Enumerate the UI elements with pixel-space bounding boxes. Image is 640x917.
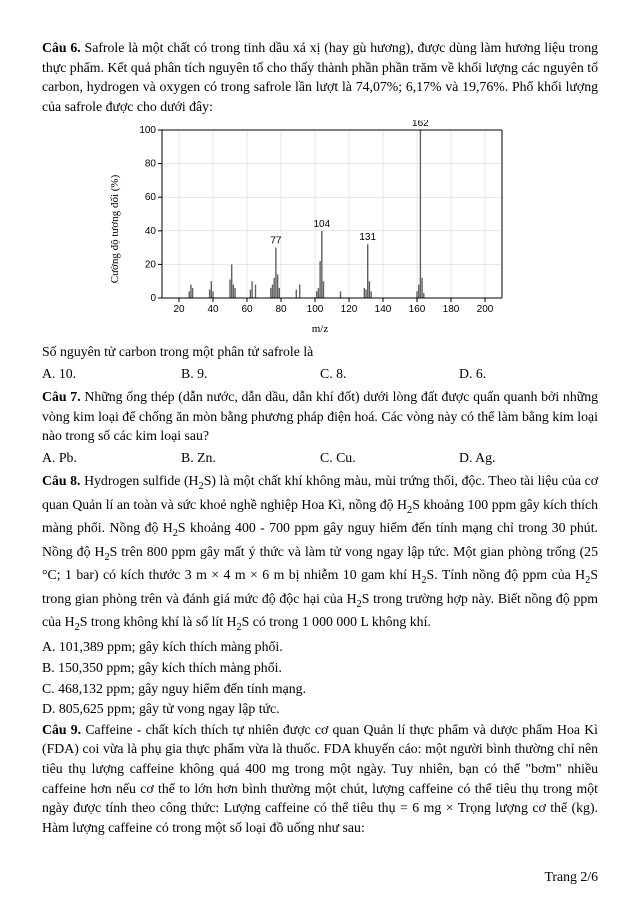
- q7-text: Câu 7. Những ống thép (dẫn nước, dẫn dầu…: [42, 387, 598, 446]
- page-footer: Trang 2/6: [42, 867, 598, 887]
- q6-opt-b: B. 9.: [181, 364, 320, 384]
- svg-text:160: 160: [409, 304, 426, 315]
- svg-text:140: 140: [375, 304, 392, 315]
- q7-label: Câu 7.: [42, 389, 81, 404]
- chart-ylabel: Cường độ tương đối (%): [108, 175, 124, 284]
- svg-text:40: 40: [145, 226, 157, 237]
- svg-text:104: 104: [313, 219, 330, 230]
- q9-label: Câu 9.: [42, 722, 81, 737]
- q8-ans-c: C. 468,132 ppm; gây nguy hiểm đến tính m…: [42, 679, 598, 699]
- q6-opt-d: D. 6.: [459, 364, 598, 384]
- q6-options: A. 10. B. 9. C. 8. D. 6.: [42, 364, 598, 384]
- q7-opt-a: A. Pb.: [42, 448, 181, 468]
- q6-label: Câu 6.: [42, 40, 81, 55]
- q8-label: Câu 8.: [42, 473, 80, 488]
- svg-text:20: 20: [173, 304, 185, 315]
- q7-opt-d: D. Ag.: [459, 448, 598, 468]
- q6-opt-c: C. 8.: [320, 364, 459, 384]
- svg-text:77: 77: [270, 236, 282, 247]
- chart-xlabel: m/z: [130, 322, 510, 338]
- q6-prompt: Số nguyên tử carbon trong một phân tử sa…: [42, 342, 598, 362]
- svg-text:0: 0: [150, 293, 156, 304]
- q8-ans-a: A. 101,389 ppm; gây kích thích màng phổi…: [42, 637, 598, 657]
- svg-text:100: 100: [139, 125, 156, 136]
- svg-text:120: 120: [341, 304, 358, 315]
- svg-text:200: 200: [477, 304, 494, 315]
- q8-text: Câu 8. Hydrogen sulfide (H2S) là một chấ…: [42, 471, 598, 635]
- svg-text:40: 40: [207, 304, 219, 315]
- svg-text:80: 80: [145, 159, 157, 170]
- svg-text:60: 60: [145, 193, 157, 204]
- q7-opt-b: B. Zn.: [181, 448, 320, 468]
- svg-text:60: 60: [241, 304, 253, 315]
- q7-options: A. Pb. B. Zn. C. Cu. D. Ag.: [42, 448, 598, 468]
- q6-opt-a: A. 10.: [42, 364, 181, 384]
- q9-text: Câu 9. Caffeine - chất kích thích tự nhi…: [42, 720, 598, 837]
- q8-ans-d: D. 805,625 ppm; gây tử vong ngay lập tức…: [42, 699, 598, 719]
- svg-text:162: 162: [412, 120, 429, 129]
- svg-text:131: 131: [359, 233, 376, 244]
- svg-text:180: 180: [443, 304, 460, 315]
- svg-text:20: 20: [145, 260, 157, 271]
- q7-opt-c: C. Cu.: [320, 448, 459, 468]
- q8-ans-b: B. 150,350 ppm; gây kích thích màng phổi…: [42, 658, 598, 678]
- q6-text: Câu 6. Safrole là một chất có trong tinh…: [42, 38, 598, 116]
- svg-text:100: 100: [307, 304, 324, 315]
- mass-spectrum-chart: Cường độ tương đối (%) 02040608010020406…: [130, 120, 510, 338]
- svg-text:80: 80: [275, 304, 287, 315]
